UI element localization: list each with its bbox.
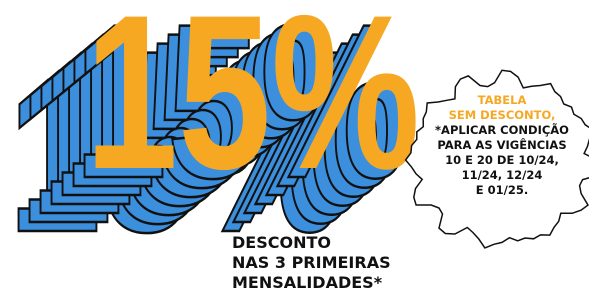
badge-line: E 01/25. xyxy=(476,183,528,197)
badge-line: 10 E 20 DE 10/24, xyxy=(445,153,559,167)
badge-line: 11/24, 12/24 xyxy=(462,168,543,182)
badge-line: *APLICAR CONDIÇÃO xyxy=(435,122,569,137)
caption-line: MENSALIDADES* xyxy=(232,273,383,292)
badge-highlight: SEM DESCONTO, xyxy=(449,108,556,122)
badge-highlight: TABELA xyxy=(478,93,527,107)
headline-group: 15%15%15%15%15%15%15%15% xyxy=(8,0,420,278)
headline: 15% xyxy=(85,0,420,215)
caption-line: DESCONTO xyxy=(232,233,331,252)
caption-line: NAS 3 PRIMEIRAS xyxy=(232,253,391,272)
promo-banner: 15%15%15%15%15%15%15%15% TABELASEM DESCO… xyxy=(0,0,589,296)
badge-line: PARA AS VIGÊNCIAS xyxy=(437,137,566,152)
